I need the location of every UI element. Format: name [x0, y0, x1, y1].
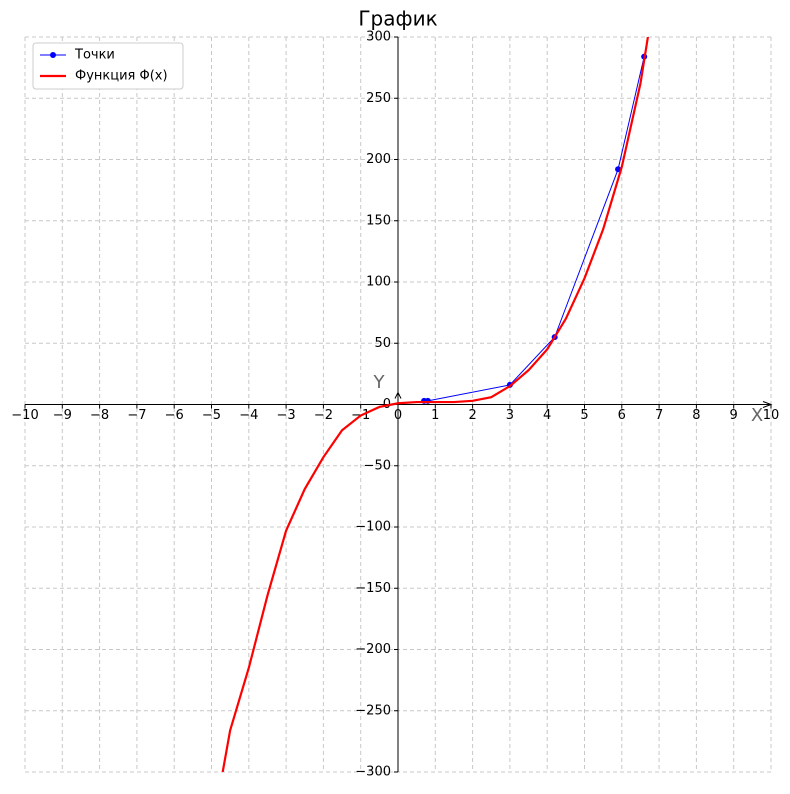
x-tick-label: −4	[239, 408, 258, 423]
y-tick-label: −50	[364, 458, 391, 473]
y-tick-label: −100	[355, 520, 391, 535]
y-tick-label: −300	[355, 765, 391, 780]
y-tick-label: 150	[366, 213, 391, 228]
x-tick-label: −6	[165, 408, 184, 423]
y-tick-label: 50	[374, 336, 391, 351]
x-tick-label: −7	[127, 408, 146, 423]
y-arrow	[394, 391, 402, 399]
y-tick-label: 200	[366, 152, 391, 167]
x-tick-label: 6	[618, 408, 626, 423]
x-tick-label: −2	[314, 408, 333, 423]
x-tick-label: −9	[53, 408, 72, 423]
series-line	[221, 37, 649, 772]
x-tick-label: −5	[202, 408, 221, 423]
x-tick-label: −3	[277, 408, 296, 423]
legend-marker	[50, 52, 56, 58]
x-axis-label: X	[751, 405, 763, 426]
x-tick-label: 1	[431, 408, 439, 423]
x-tick-label: 5	[580, 408, 588, 423]
x-tick-label: 4	[543, 408, 551, 423]
y-tick-label: 100	[366, 275, 391, 290]
x-tick-label: 8	[692, 408, 700, 423]
x-tick-label: 3	[506, 408, 514, 423]
y-tick-label: −150	[355, 581, 391, 596]
x-tick-label: 2	[468, 408, 476, 423]
legend-box	[32, 42, 184, 90]
legend-label: Точки	[74, 48, 115, 63]
series-line	[424, 56, 645, 402]
x-arrow	[762, 401, 773, 408]
x-tick-label: 9	[730, 408, 738, 423]
legend-label: Функция Φ(x)	[75, 69, 168, 84]
x-tick-label: −8	[90, 408, 109, 423]
y-axis-label: Y	[373, 372, 386, 393]
x-tick-label: 10	[763, 408, 780, 423]
x-tick-label: 7	[655, 408, 663, 423]
y-tick-label: −250	[355, 703, 391, 718]
y-tick-label: 300	[366, 30, 391, 45]
y-tick-label: −200	[355, 642, 391, 657]
x-tick-label: −10	[11, 408, 38, 423]
y-tick-label: 250	[366, 91, 391, 106]
chart-title: График	[358, 7, 437, 31]
